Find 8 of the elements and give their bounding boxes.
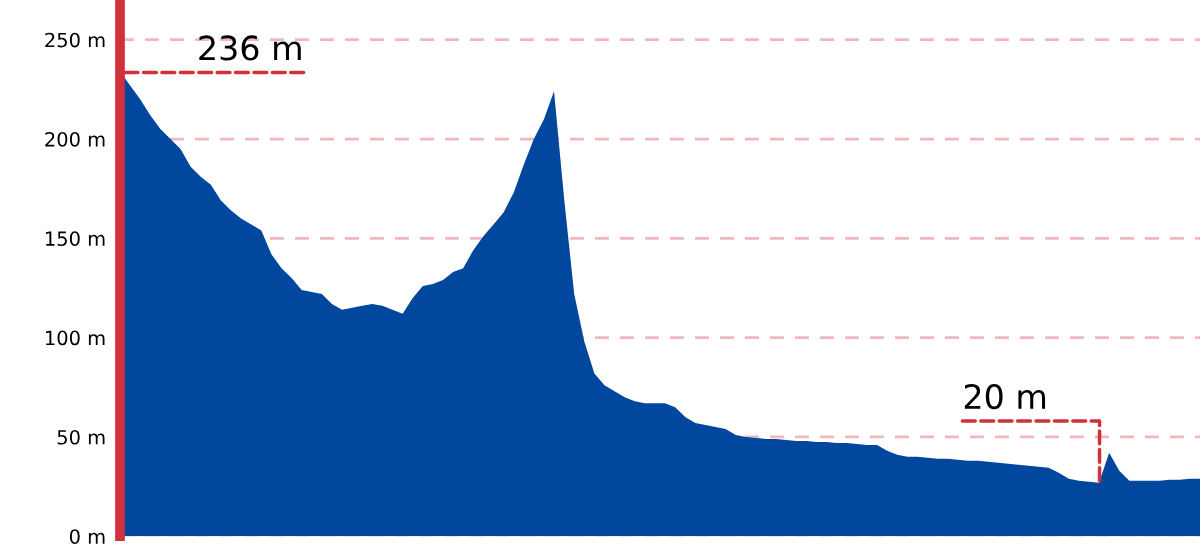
y-tick-label: 150 m <box>46 231 105 246</box>
annotation: 236 m <box>199 35 301 61</box>
y-tick-label: 200 m <box>45 131 105 147</box>
y-tick-label: 100 m <box>46 330 105 346</box>
annotation: 20 m <box>964 383 1046 410</box>
y-tick-label: 0 m <box>69 529 105 544</box>
y-tick-label: 50 m <box>57 429 105 445</box>
y-tick-label: 250 m <box>45 32 105 48</box>
